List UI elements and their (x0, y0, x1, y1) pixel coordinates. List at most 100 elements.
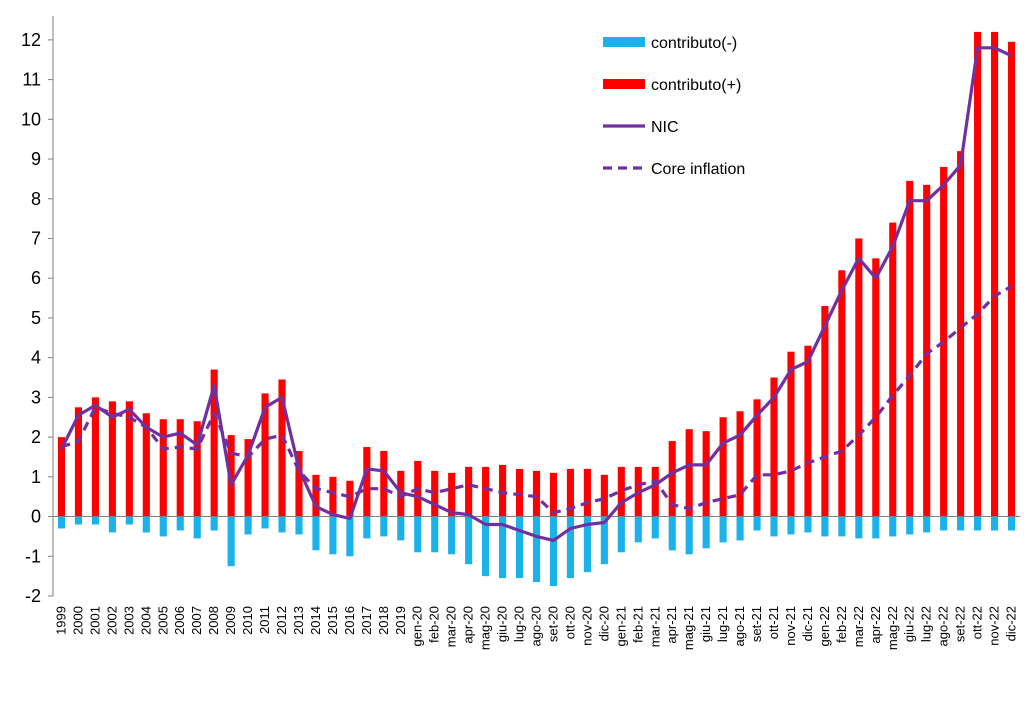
y-tick-label-3: 3 (31, 387, 41, 407)
x-tick-label-2009: 2009 (223, 606, 238, 635)
x-tick-label-gen-22: gen-22 (817, 606, 832, 646)
bar-contributo-positive-lug-20 (515, 468, 524, 517)
x-tick-label-2006: 2006 (172, 606, 187, 635)
bar-contributo-negative-apr-20 (465, 516, 473, 565)
bar-contributo-positive-set-20 (549, 472, 558, 517)
bar-contributo-negative-giu-20 (499, 516, 507, 579)
bar-contributo-positive-lug-21 (719, 417, 727, 517)
legend-label-core-inflation: Core inflation (651, 161, 745, 178)
x-tick-label-giu-22: giu-22 (902, 606, 917, 642)
bar-contributo-negative-2013 (295, 516, 303, 535)
bar-contributo-positive-dic-20 (600, 474, 608, 517)
lines (60, 46, 1013, 543)
bar-contributo-negative-2016 (346, 516, 354, 557)
bar-contributo-negative-2007 (193, 516, 201, 539)
y-tick-label-8: 8 (31, 189, 41, 209)
bar-contributo-negative-set-22 (957, 516, 965, 531)
bar-contributo-negative-2005 (159, 516, 167, 537)
legend-swatch-contributo-negative (603, 37, 645, 47)
bar-contributo-negative-mag-22 (889, 516, 897, 537)
x-tick-label-nov-22: nov-22 (987, 606, 1002, 646)
x-tick-label-ott-21: ott-21 (766, 606, 781, 639)
bar-contributo-positive-2007 (193, 421, 201, 517)
bar-contributo-negative-mar-21 (651, 516, 659, 539)
bar-contributo-positive-mag-22 (889, 222, 897, 517)
bar-contributo-negative-1999 (57, 516, 66, 529)
x-tick-label-2017: 2017 (359, 606, 374, 635)
bar-contributo-positive-mar-21 (651, 466, 659, 517)
legend: contributo(-) contributo(+) NIC Core inflat… (603, 35, 745, 178)
x-tick-label-2018: 2018 (376, 606, 391, 635)
bar-contributo-positive-apr-20 (465, 466, 473, 517)
y-tick-label-6: 6 (31, 268, 41, 288)
bar-contributo-positive-lug-22 (923, 184, 931, 517)
bar-contributo-positive-ago-21 (736, 411, 744, 517)
x-tick-label-2005: 2005 (155, 606, 170, 635)
x-tick-label-lug-20: lug-20 (512, 606, 527, 642)
bar-contributo-negative-feb-22 (838, 516, 846, 537)
x-tick-label-mar-22: mar-22 (851, 606, 866, 647)
x-tick-label-2012: 2012 (274, 606, 289, 635)
bar-contributo-positive-nov-22 (990, 31, 999, 517)
bar-contributo-positive-2000 (74, 407, 83, 517)
bar-contributo-negative-gen-22 (821, 516, 829, 537)
y-tick-label-9: 9 (31, 149, 41, 169)
x-tick-label-ago-21: ago-21 (732, 606, 747, 646)
x-tick-label-mag-20: mag-20 (478, 606, 493, 650)
x-tick-label-nov-21: nov-21 (783, 606, 798, 646)
bar-contributo-negative-gen-21 (617, 516, 625, 553)
x-tick-label-giu-20: giu-20 (495, 606, 510, 642)
bar-contributo-positive-2001 (91, 397, 99, 517)
bar-contributo-positive-giu-22 (906, 180, 914, 517)
bar-contributo-negative-2000 (74, 516, 83, 525)
x-tick-label-apr-21: apr-21 (664, 606, 679, 644)
bar-contributo-negative-nov-21 (787, 516, 795, 535)
bar-contributo-negative-2008 (210, 516, 218, 531)
bar-contributo-negative-set-20 (549, 516, 558, 587)
bars-contributo-positive (57, 31, 1016, 517)
bar-contributo-positive-giu-20 (499, 464, 507, 517)
bar-contributo-positive-ago-20 (532, 470, 541, 517)
bar-contributo-positive-2018 (380, 451, 388, 517)
y-tick-label-7: 7 (31, 228, 41, 248)
bar-contributo-negative-lug-21 (719, 516, 727, 543)
bar-contributo-negative-ott-22 (974, 516, 982, 531)
y-tick-label--2: -2 (25, 586, 41, 606)
bar-contributo-positive-2002 (108, 401, 116, 517)
bar-contributo-negative-mar-20 (448, 516, 456, 555)
bar-contributo-positive-2017 (363, 447, 371, 517)
bar-contributo-negative-ago-22 (940, 516, 948, 531)
line-nic (60, 46, 1013, 543)
x-tick-label-mag-22: mag-22 (885, 606, 900, 650)
bar-contributo-negative-2018 (380, 516, 388, 537)
bar-contributo-positive-set-22 (957, 151, 965, 517)
x-tick-label-dic-20: dic-20 (596, 606, 611, 641)
bar-contributo-positive-apr-21 (668, 441, 676, 517)
x-tick-label-2011: 2011 (257, 606, 272, 634)
bar-contributo-negative-dic-21 (804, 516, 812, 533)
x-tick-label-nov-20: nov-20 (579, 606, 594, 646)
bar-contributo-negative-giu-22 (906, 516, 914, 535)
bar-contributo-negative-apr-22 (872, 516, 880, 539)
bar-contributo-negative-nov-22 (990, 516, 999, 531)
y-tick-label-11: 11 (22, 70, 41, 90)
x-tick-label-feb-20: feb-20 (427, 606, 442, 643)
y-tick-label-0: 0 (31, 507, 41, 527)
bar-contributo-negative-2017 (363, 516, 371, 539)
legend-label-nic: NIC (651, 119, 679, 136)
bar-contributo-negative-2004 (142, 516, 150, 533)
bar-contributo-positive-mag-20 (482, 466, 490, 517)
bar-contributo-negative-giu-21 (702, 516, 710, 549)
bar-contributo-negative-lug-22 (923, 516, 931, 533)
x-tick-label-gen-21: gen-21 (613, 606, 628, 646)
bar-contributo-positive-ott-20 (566, 468, 574, 517)
bar-contributo-positive-2010 (244, 439, 252, 517)
bar-contributo-positive-2014 (312, 474, 320, 517)
y-tick-label-4: 4 (31, 348, 41, 368)
x-tick-label-apr-20: apr-20 (461, 606, 476, 644)
bar-contributo-negative-2001 (91, 516, 99, 525)
x-tick-label-2008: 2008 (206, 606, 221, 635)
bar-contributo-positive-1999 (57, 437, 66, 517)
